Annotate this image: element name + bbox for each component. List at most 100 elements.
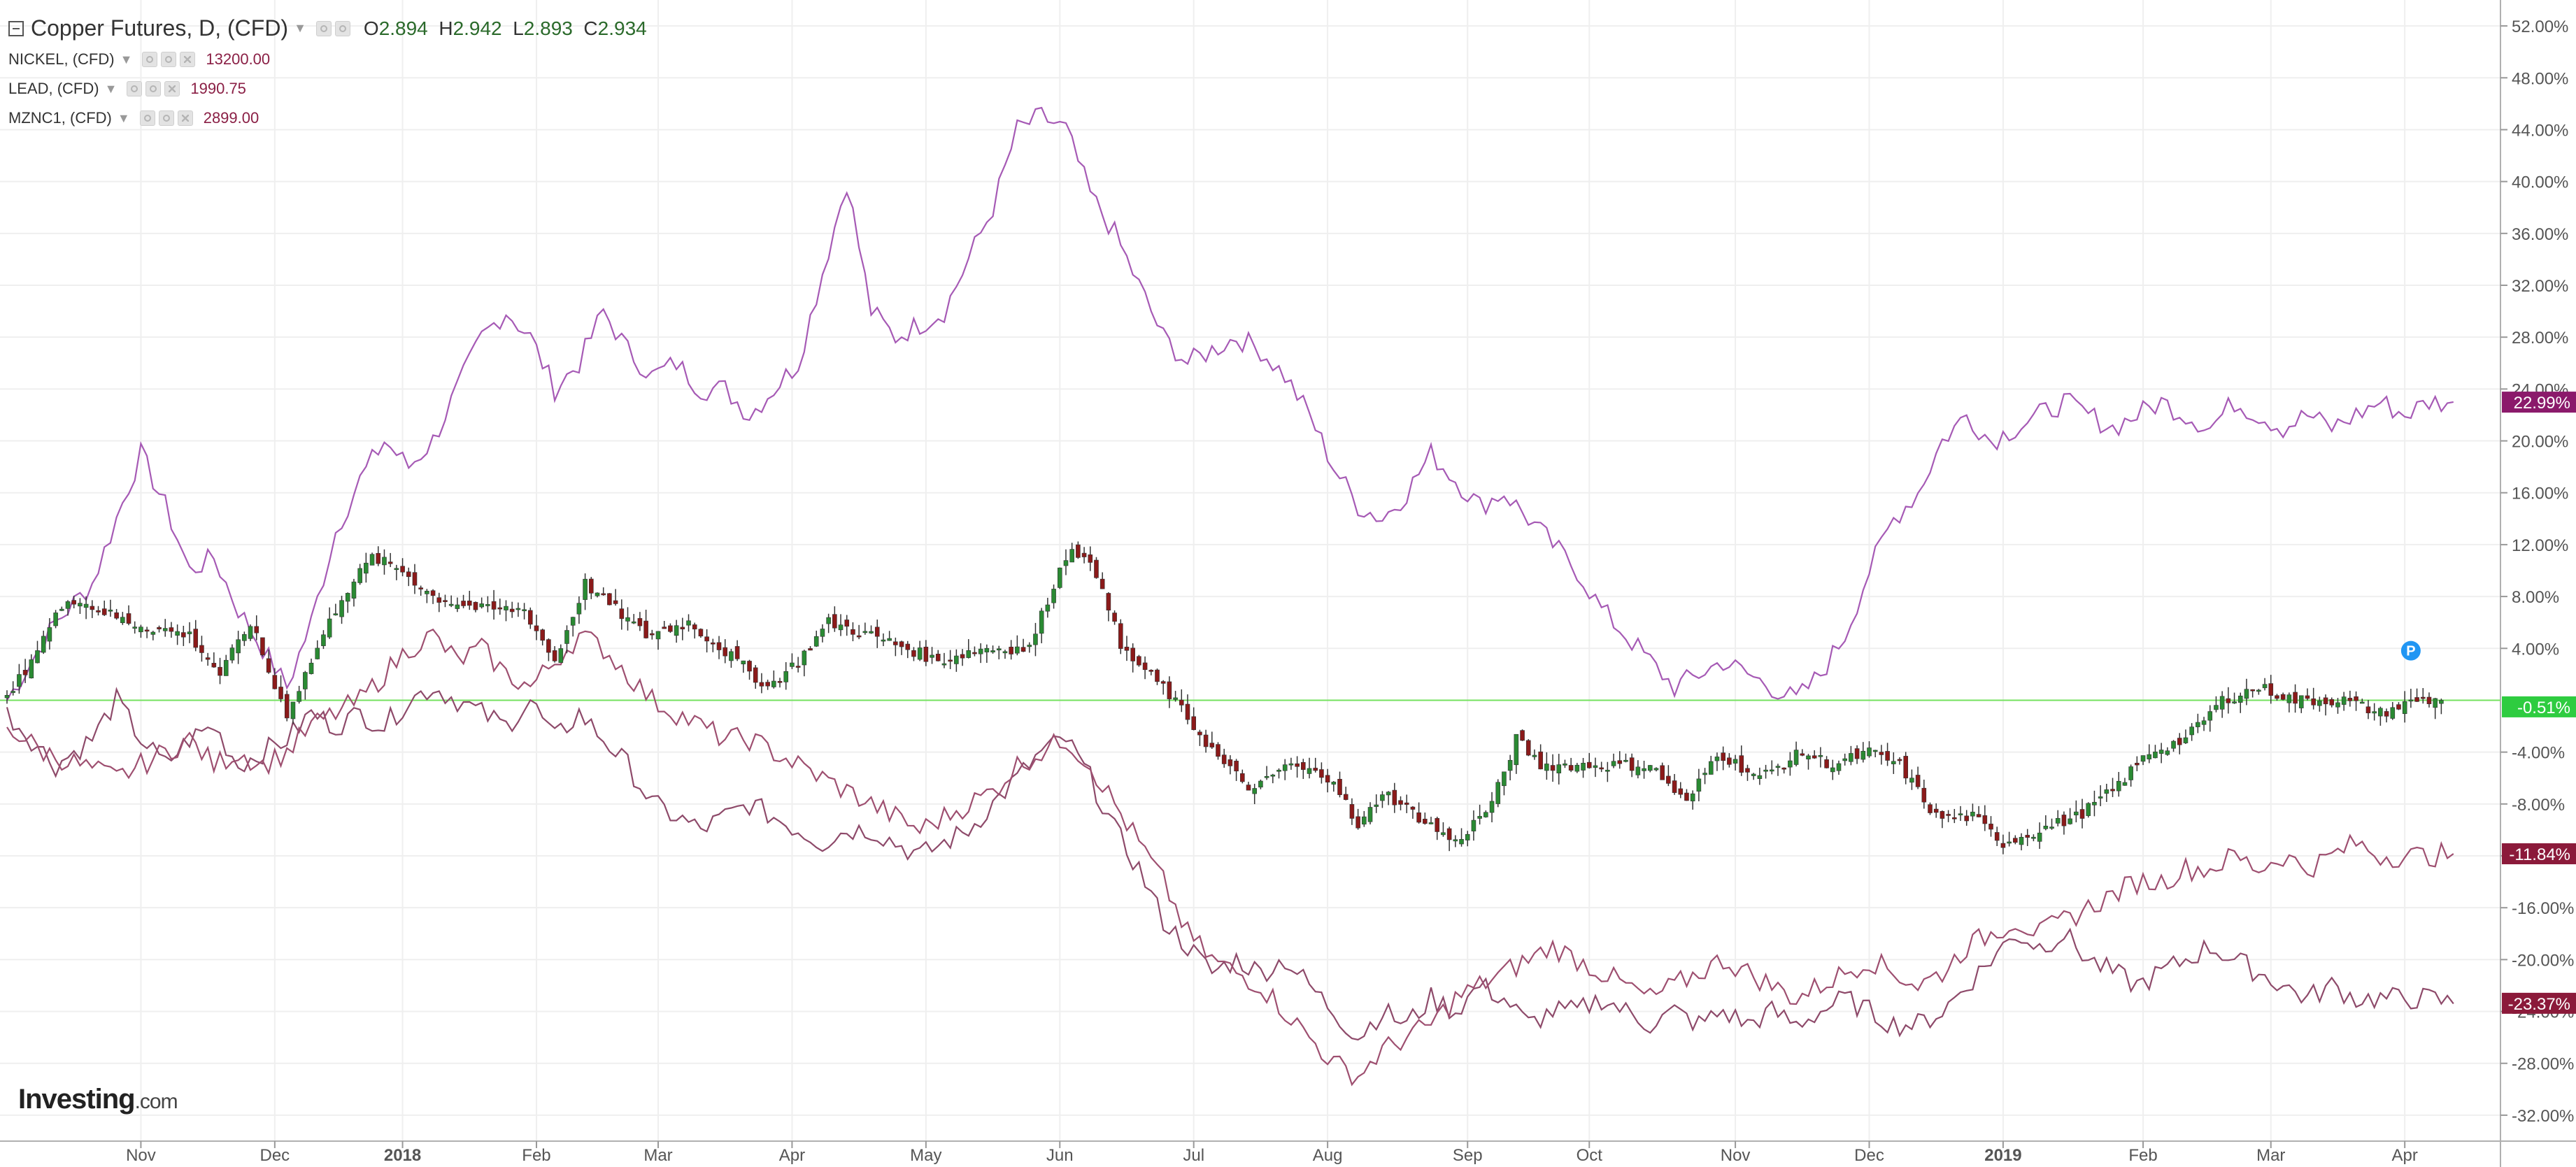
candle-down <box>1727 753 1732 768</box>
candle-down <box>1410 806 1416 819</box>
candle-body <box>887 638 892 641</box>
candle-body <box>138 627 143 633</box>
candle-body <box>1331 782 1337 785</box>
candle-down <box>935 650 941 662</box>
candle-down <box>668 623 673 633</box>
candle-body <box>1380 794 1385 801</box>
candle-up <box>802 650 807 677</box>
candle-down <box>1216 742 1221 760</box>
candle-up <box>236 631 241 664</box>
candle-body <box>41 636 46 653</box>
candle-body <box>2232 701 2237 703</box>
candle-down <box>1234 759 1239 781</box>
time-tick-label: Feb <box>2128 1146 2157 1165</box>
candle-up <box>1051 584 1056 609</box>
collapse-icon[interactable] <box>8 20 24 36</box>
candle-down <box>716 636 722 659</box>
main-symbol-label[interactable]: Copper Futures, D, (CFD) <box>31 15 289 41</box>
candle-body <box>2341 696 2347 705</box>
candle-up <box>2128 764 2133 787</box>
price-tick-label: 32.00% <box>2512 277 2568 296</box>
candle-body <box>978 648 983 654</box>
candle-down <box>1550 754 1556 782</box>
candle-body <box>461 601 466 606</box>
candle-down <box>90 600 95 618</box>
candle-body <box>2329 699 2335 706</box>
candle-down <box>169 622 174 638</box>
candle-down <box>491 589 497 620</box>
candle-body <box>1216 744 1221 757</box>
candle-up <box>1264 766 1269 780</box>
candle-up <box>504 600 508 622</box>
candle-up <box>345 592 350 613</box>
candle-body <box>1775 766 1781 768</box>
eye-icon[interactable] <box>315 20 332 36</box>
candle-down <box>400 558 405 577</box>
close-icon[interactable] <box>177 110 193 126</box>
time-axis[interactable]: Nov Dec 2018 Feb Mar Apr May Jun Jul Aug Sep Oct Nov… <box>126 1141 2418 1165</box>
candle-body <box>1586 761 1592 768</box>
close-icon[interactable] <box>180 52 196 67</box>
candle-body <box>1520 730 1525 741</box>
candle-body <box>1788 760 1793 768</box>
candle-down <box>1185 694 1190 724</box>
candle-body <box>1343 794 1349 800</box>
candle-down <box>765 680 770 690</box>
settings-icon[interactable] <box>145 81 162 96</box>
chevron-down-icon[interactable]: ▼ <box>117 110 130 125</box>
eye-icon[interactable] <box>127 81 143 96</box>
settings-icon[interactable] <box>334 20 350 36</box>
candle-down <box>1404 794 1409 813</box>
time-tick-label: Mar <box>643 1146 672 1165</box>
candle-body <box>1337 778 1342 795</box>
overlay-name[interactable]: LEAD, (CFD) <box>8 80 99 97</box>
candle-body <box>650 633 655 636</box>
candle-up <box>1374 794 1379 813</box>
candle-up <box>1958 806 1963 821</box>
candle-down <box>893 637 898 657</box>
candle-body <box>1732 759 1738 764</box>
chevron-down-icon[interactable]: ▼ <box>294 21 306 35</box>
candle-body <box>96 610 101 613</box>
marker-circle[interactable] <box>2400 640 2421 661</box>
price-tick-label: 44.00% <box>2512 121 2568 140</box>
candle-down <box>254 615 259 640</box>
candle-body <box>2122 782 2128 786</box>
candle-up <box>2019 833 2024 851</box>
price-tick-label: 8.00% <box>2512 588 2559 607</box>
close-icon[interactable] <box>164 81 180 96</box>
settings-icon[interactable] <box>158 110 174 126</box>
current-value-label: -23.37% <box>2502 992 2576 1014</box>
candle-body <box>1282 764 1288 771</box>
candle-body <box>564 630 569 644</box>
candle-body <box>2196 722 2200 727</box>
candle-body <box>1404 802 1409 805</box>
chevron-down-icon[interactable]: ▼ <box>120 52 133 66</box>
candle-body <box>1045 604 1051 612</box>
candle-up <box>1732 754 1738 771</box>
candle-down <box>601 587 606 596</box>
candle-up <box>2439 699 2444 715</box>
overlay-name[interactable]: MZNC1, (CFD) <box>8 109 112 127</box>
candle-up <box>990 645 995 654</box>
candle-body <box>157 627 162 629</box>
candle-body <box>114 612 119 619</box>
settings-icon[interactable] <box>161 52 177 67</box>
overlay-name[interactable]: NICKEL, (CFD) <box>8 50 115 68</box>
candle-up <box>1015 635 1020 656</box>
candle-up <box>455 597 460 613</box>
candle-down <box>1879 745 1884 765</box>
eye-icon[interactable] <box>139 110 155 126</box>
candle-body <box>308 662 314 674</box>
chevron-down-icon[interactable]: ▼ <box>104 81 118 96</box>
candle-down <box>844 615 850 636</box>
candle-body <box>1471 819 1476 831</box>
candle-down <box>1678 782 1684 799</box>
candle-down <box>527 607 533 629</box>
candle-up <box>47 618 52 650</box>
eye-icon[interactable] <box>142 52 158 67</box>
candle-body <box>686 620 691 626</box>
candle-down <box>114 608 119 620</box>
event-marker[interactable]: P <box>2400 640 2421 661</box>
